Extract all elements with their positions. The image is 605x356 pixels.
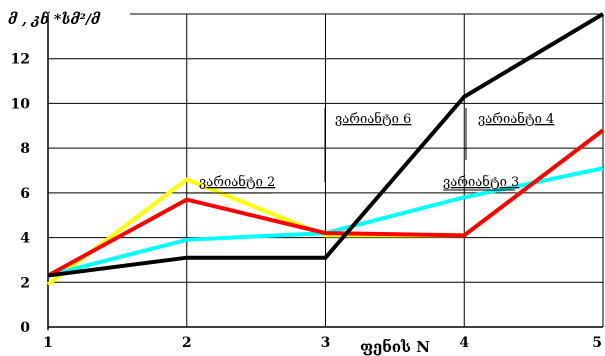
x-tick-labels: 1 2 3 4 5 (43, 335, 602, 351)
y-tick-label: 8 (20, 141, 30, 157)
y-tick-label: 0 (20, 320, 30, 336)
x-tick-label: 5 (592, 335, 602, 351)
annotation-label: ვარიანტი 4 (478, 111, 554, 127)
x-tick-label: 2 (182, 335, 192, 351)
y-tick-label: 4 (20, 231, 30, 247)
annotation-label: ვარიანტი 2 (199, 174, 275, 190)
annotation-label: ვარიანტი 3 (443, 174, 519, 190)
series-line (47, 12, 605, 278)
x-tick-label: 4 (459, 335, 469, 351)
y-tick-label: 10 (11, 96, 31, 112)
y-tick-label: 2 (20, 275, 30, 291)
x-axis-label: ფენის N (360, 338, 430, 356)
series-lines (46, 12, 605, 287)
annotation-label: ვარიანტი 6 (335, 111, 411, 127)
y-tick-label: 6 (20, 186, 30, 202)
y-axis-label: მ , კნ *სმ²/მ (8, 11, 101, 28)
series-line (47, 128, 605, 278)
grid (48, 13, 604, 327)
annotations: ვარიანტი 2 ვარიანტი 6 ვარიანტი 4 ვარიანტი 3 (186, 108, 554, 194)
x-tick-label: 3 (321, 335, 331, 351)
y-tick-label: 12 (11, 52, 30, 68)
axes (47, 14, 603, 330)
y-tick-labels: 0 2 4 6 8 10 12 (11, 52, 31, 336)
x-tick-label: 1 (43, 335, 53, 351)
